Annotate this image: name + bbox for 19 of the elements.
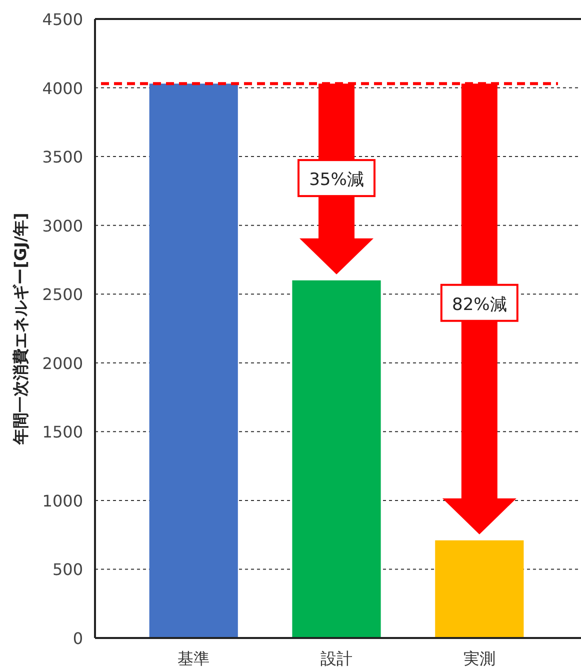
y-tick-label: 500 [52,560,83,580]
y-tick-label: 4000 [42,78,83,98]
bar [149,84,238,638]
bar [435,540,524,638]
y-tick-label: 1000 [42,491,83,510]
annotation: 82%減 [452,294,507,315]
x-tick-label: 実測 [463,649,496,668]
x-tick-label: 基準 [178,649,210,668]
annotation: 35%減 [309,170,364,190]
y-axis-title: 年間一次消費エネルギー[GJ/年] [11,212,30,446]
y-tick-label: 3000 [42,216,83,236]
y-tick-label: 3500 [42,148,83,167]
y-tick-label: 0 [72,629,83,648]
y-tick-label: 4500 [42,10,83,29]
bar [292,280,381,638]
y-tick-label: 2500 [42,285,83,304]
y-tick-label: 1500 [42,422,83,442]
x-tick-label: 設計 [320,649,352,668]
y-tick-label: 2000 [42,354,83,373]
